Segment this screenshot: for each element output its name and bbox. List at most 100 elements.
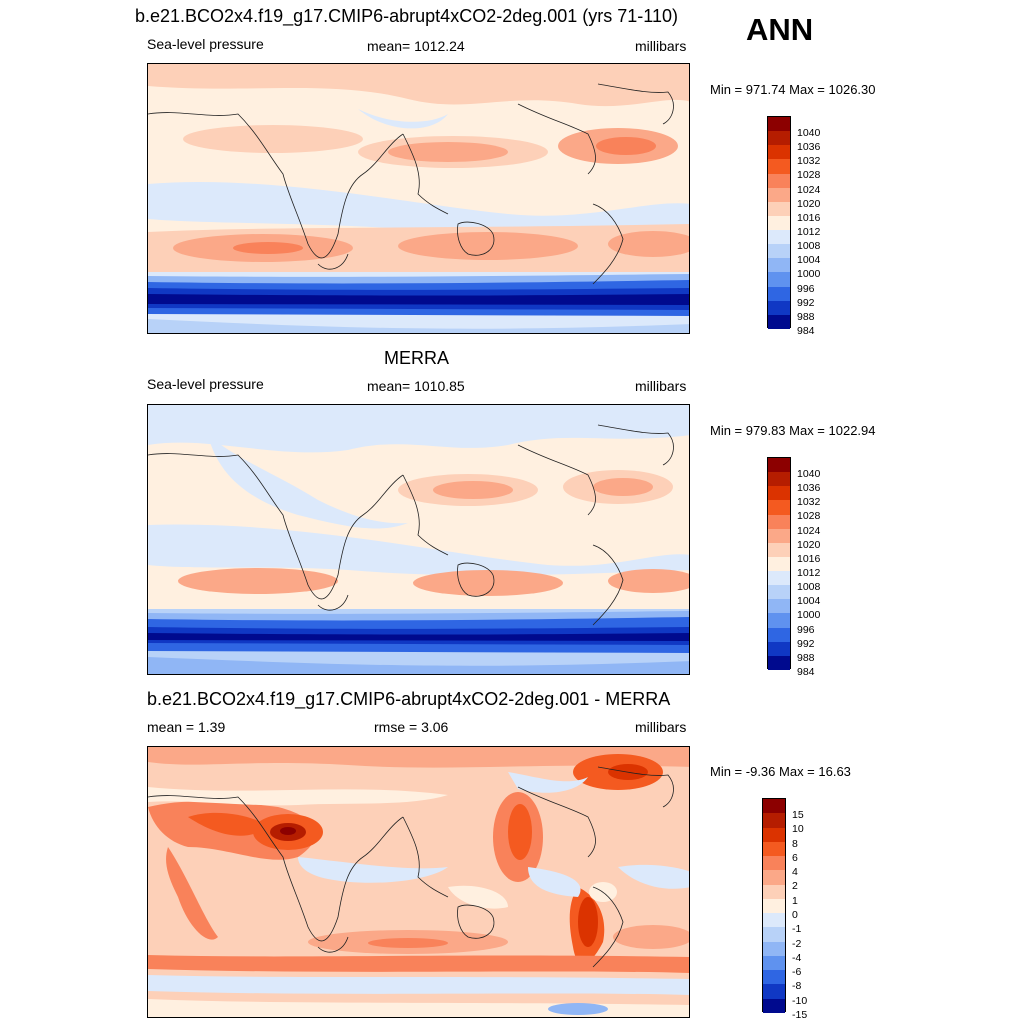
colorbar-tick-label: 1036 — [797, 482, 821, 495]
colorbar-tick-label: 984 — [797, 665, 815, 678]
colorbar-tick-label: 1004 — [797, 254, 821, 267]
panel-model-colorbar-boxes — [767, 116, 791, 330]
colorbar-tick-label: 984 — [797, 324, 815, 337]
colorbar-swatch — [763, 813, 785, 829]
panel-model-mean-label: mean= 1012.24 — [367, 38, 465, 54]
colorbar-tick-label: 1016 — [797, 211, 821, 224]
colorbar-tick-label: -1 — [792, 923, 802, 936]
colorbar-swatch — [768, 514, 790, 530]
colorbar-tick-label: 6 — [792, 851, 798, 864]
colorbar-swatch — [768, 244, 790, 259]
colorbar-swatch — [763, 998, 785, 1014]
colorbar-swatch — [768, 173, 790, 189]
colorbar-swatch — [763, 841, 785, 857]
colorbar-tick-label: 0 — [792, 909, 798, 921]
colorbar-tick-label: 1028 — [797, 510, 821, 523]
colorbar-swatch — [768, 556, 790, 572]
colorbar-swatch — [763, 827, 785, 843]
colorbar-swatch — [768, 458, 790, 473]
colorbar-swatch — [763, 927, 785, 943]
colorbar-tick-label: -4 — [792, 951, 802, 964]
panel-diff-minmax-label: Min = -9.36 Max = 16.63 — [710, 764, 851, 779]
colorbar-tick-label: 1020 — [797, 197, 821, 210]
colorbar-tick-label: 992 — [797, 637, 815, 650]
colorbar-swatch — [768, 145, 790, 160]
colorbar-swatch — [763, 955, 785, 971]
panel-obs-units-label: millibars — [635, 378, 687, 394]
colorbar-tick-label: 1024 — [797, 183, 821, 196]
colorbar-tick-label: 2 — [792, 880, 798, 893]
colorbar-tick-label: -2 — [792, 937, 802, 950]
colorbar-swatch — [768, 542, 790, 558]
colorbar-tick-label: 1040 — [797, 468, 821, 481]
colorbar-swatch — [768, 500, 790, 516]
colorbar-swatch — [768, 472, 790, 487]
panel-obs-mean-label: mean= 1010.85 — [367, 378, 465, 394]
colorbar-tick-label: 1020 — [797, 538, 821, 551]
colorbar-tick-label: 1032 — [797, 155, 821, 168]
colorbar-tick-label: 1 — [792, 894, 798, 907]
colorbar-swatch — [768, 627, 790, 643]
panel-obs-map — [147, 404, 690, 675]
colorbar-swatch — [763, 898, 785, 914]
panel-model-minmax-label: Min = 971.74 Max = 1026.30 — [710, 82, 876, 97]
colorbar-tick-label: -10 — [792, 994, 808, 1007]
colorbar-swatch — [763, 870, 785, 886]
panel-obs-variable-label: Sea-level pressure — [147, 376, 264, 392]
colorbar-swatch — [763, 941, 785, 957]
colorbar-tick-label: 10 — [792, 823, 804, 836]
panel-diff-units-label: millibars — [635, 719, 687, 735]
colorbar-swatch — [768, 571, 790, 586]
panel-diff-title: b.e21.BCO2x4.f19_g17.CMIP6-abrupt4xCO2-2… — [147, 689, 671, 709]
colorbar-swatch — [763, 913, 785, 928]
colorbar-tick-label: 1024 — [797, 524, 821, 537]
colorbar-tick-label: 1004 — [797, 595, 821, 608]
panel-obs-colorbar-boxes — [767, 457, 791, 671]
colorbar-tick-label: 15 — [792, 809, 804, 822]
colorbar-tick-label: -8 — [792, 980, 802, 993]
colorbar-swatch — [768, 314, 790, 330]
colorbar-tick-label: 1040 — [797, 127, 821, 140]
panel-diff-colorbar-boxes — [762, 798, 786, 1014]
colorbar-tick-label: 1016 — [797, 552, 821, 565]
colorbar-swatch — [768, 272, 790, 288]
colorbar-swatch — [768, 300, 790, 316]
colorbar-swatch — [768, 117, 790, 132]
colorbar-swatch — [763, 984, 785, 1000]
colorbar-swatch — [763, 856, 785, 871]
colorbar-tick-label: 1008 — [797, 581, 821, 594]
colorbar-swatch — [768, 131, 790, 146]
panel-diff-rmse-label: rmse = 3.06 — [374, 719, 449, 735]
colorbar-tick-label: 8 — [792, 837, 798, 850]
colorbar-tick-label: 1028 — [797, 169, 821, 182]
panel-model-title: b.e21.BCO2x4.f19_g17.CMIP6-abrupt4xCO2-2… — [135, 6, 678, 26]
colorbar-swatch — [763, 884, 785, 900]
colorbar-tick-label: 1000 — [797, 609, 821, 622]
colorbar-tick-label: 996 — [797, 282, 815, 295]
colorbar-swatch — [768, 286, 790, 302]
colorbar-swatch — [768, 215, 790, 231]
colorbar-tick-label: 992 — [797, 296, 815, 309]
colorbar-tick-label: 1036 — [797, 141, 821, 154]
colorbar-tick-label: 1000 — [797, 268, 821, 281]
panel-obs-title: MERRA — [384, 348, 450, 368]
panel-model-units-label: millibars — [635, 38, 687, 54]
colorbar-tick-label: 988 — [797, 651, 815, 664]
colorbar-tick-label: 988 — [797, 310, 815, 323]
colorbar-swatch — [768, 613, 790, 629]
panel-model-variable-label: Sea-level pressure — [147, 36, 264, 52]
colorbar-swatch — [768, 486, 790, 501]
panel-model-map — [147, 63, 690, 334]
colorbar-swatch — [768, 585, 790, 600]
colorbar-swatch — [763, 799, 785, 814]
colorbar-tick-label: 1032 — [797, 496, 821, 509]
colorbar-tick-label: 1012 — [797, 567, 821, 579]
colorbar-tick-label: 996 — [797, 623, 815, 636]
colorbar-swatch — [768, 599, 790, 614]
season-label: ANN — [746, 12, 814, 47]
panel-diff-mean-label: mean = 1.39 — [147, 719, 226, 735]
colorbar-swatch — [768, 655, 790, 671]
colorbar-tick-label: -15 — [792, 1008, 808, 1021]
colorbar-swatch — [768, 528, 790, 544]
colorbar-swatch — [763, 970, 785, 985]
